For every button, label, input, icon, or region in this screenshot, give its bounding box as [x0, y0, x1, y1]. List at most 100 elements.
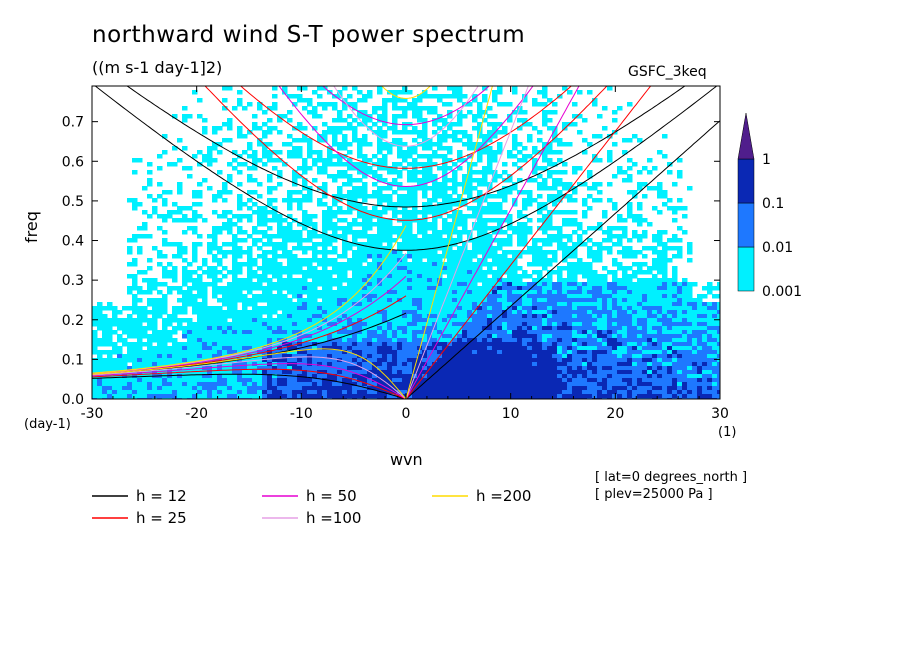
power-cell: [412, 234, 418, 239]
power-cell: [622, 250, 628, 255]
power-cell: [682, 318, 688, 323]
power-cell: [522, 234, 528, 239]
power-cell: [662, 346, 668, 351]
power-cell: [272, 350, 278, 355]
power-cell: [97, 354, 103, 359]
power-cell: [512, 202, 518, 207]
power-cell: [342, 126, 348, 131]
power-cell: [187, 274, 193, 279]
power-cell: [607, 310, 613, 315]
power-cell: [192, 254, 198, 259]
power-cell: [672, 278, 678, 283]
power-cell: [592, 310, 598, 315]
power-cell: [142, 186, 148, 191]
power-cell: [562, 250, 568, 255]
power-cell: [477, 266, 483, 271]
power-cell: [577, 306, 583, 311]
power-cell: [227, 174, 233, 179]
power-cell: [442, 118, 448, 123]
power-cell: [427, 238, 433, 243]
power-cell: [287, 310, 293, 315]
power-cell: [492, 334, 498, 339]
power-cell: [422, 270, 428, 275]
power-cell: [327, 342, 333, 347]
power-cell: [317, 158, 323, 163]
power-cell: [517, 242, 523, 247]
power-cell: [462, 358, 468, 363]
power-cell: [447, 158, 453, 163]
power-cell: [442, 302, 448, 307]
power-cell: [427, 298, 433, 303]
power-cell: [317, 282, 323, 287]
power-cell: [497, 290, 503, 295]
power-cell: [252, 318, 258, 323]
power-cell: [582, 362, 588, 367]
power-cell: [582, 338, 588, 343]
power-cell: [497, 206, 503, 211]
power-cell: [447, 110, 453, 115]
power-cell: [382, 122, 388, 127]
power-cell: [162, 302, 168, 307]
power-cell: [642, 306, 648, 311]
power-cell: [372, 254, 378, 259]
power-cell: [362, 230, 368, 235]
power-cell: [407, 102, 413, 107]
power-cell: [287, 318, 293, 323]
power-cell: [422, 126, 428, 131]
power-cell: [672, 210, 678, 215]
power-cell: [182, 218, 188, 223]
power-cell: [632, 330, 638, 335]
power-cell: [392, 330, 398, 335]
power-cell: [532, 322, 538, 327]
power-cell: [542, 266, 548, 271]
power-cell: [502, 298, 508, 303]
power-cell: [572, 306, 578, 311]
power-cell: [467, 194, 473, 199]
power-cell: [197, 150, 203, 155]
power-cell: [437, 290, 443, 295]
power-cell: [147, 162, 153, 167]
power-cell: [197, 282, 203, 287]
power-cell: [537, 330, 543, 335]
power-cell: [552, 202, 558, 207]
power-cell: [412, 342, 418, 347]
power-cell: [587, 354, 593, 359]
power-cell: [437, 366, 443, 371]
power-cell: [267, 234, 273, 239]
power-cell: [542, 346, 548, 351]
power-cell: [682, 342, 688, 347]
power-cell: [502, 210, 508, 215]
power-cell: [557, 330, 563, 335]
power-cell: [532, 334, 538, 339]
power-cell: [527, 306, 533, 311]
power-cell: [267, 126, 273, 131]
power-cell: [537, 310, 543, 315]
power-cell: [492, 246, 498, 251]
power-cell: [102, 314, 108, 319]
power-cell: [167, 274, 173, 279]
power-cell: [117, 318, 123, 323]
power-cell: [362, 290, 368, 295]
power-cell: [377, 114, 383, 119]
power-cell: [517, 314, 523, 319]
power-cell: [497, 346, 503, 351]
power-cell: [222, 346, 228, 351]
power-cell: [652, 318, 658, 323]
power-cell: [382, 230, 388, 235]
power-cell: [267, 238, 273, 243]
power-cell: [587, 302, 593, 307]
power-cell: [302, 322, 308, 327]
power-cell: [437, 134, 443, 139]
power-cell: [442, 130, 448, 135]
power-cell: [362, 334, 368, 339]
power-cell: [382, 286, 388, 291]
power-cell: [442, 154, 448, 159]
power-cell: [617, 234, 623, 239]
power-cell: [287, 226, 293, 231]
power-cell: [292, 342, 298, 347]
power-cell: [307, 294, 313, 299]
power-cell: [227, 250, 233, 255]
power-cell: [347, 290, 353, 295]
power-cell: [222, 122, 228, 127]
power-cell: [437, 266, 443, 271]
